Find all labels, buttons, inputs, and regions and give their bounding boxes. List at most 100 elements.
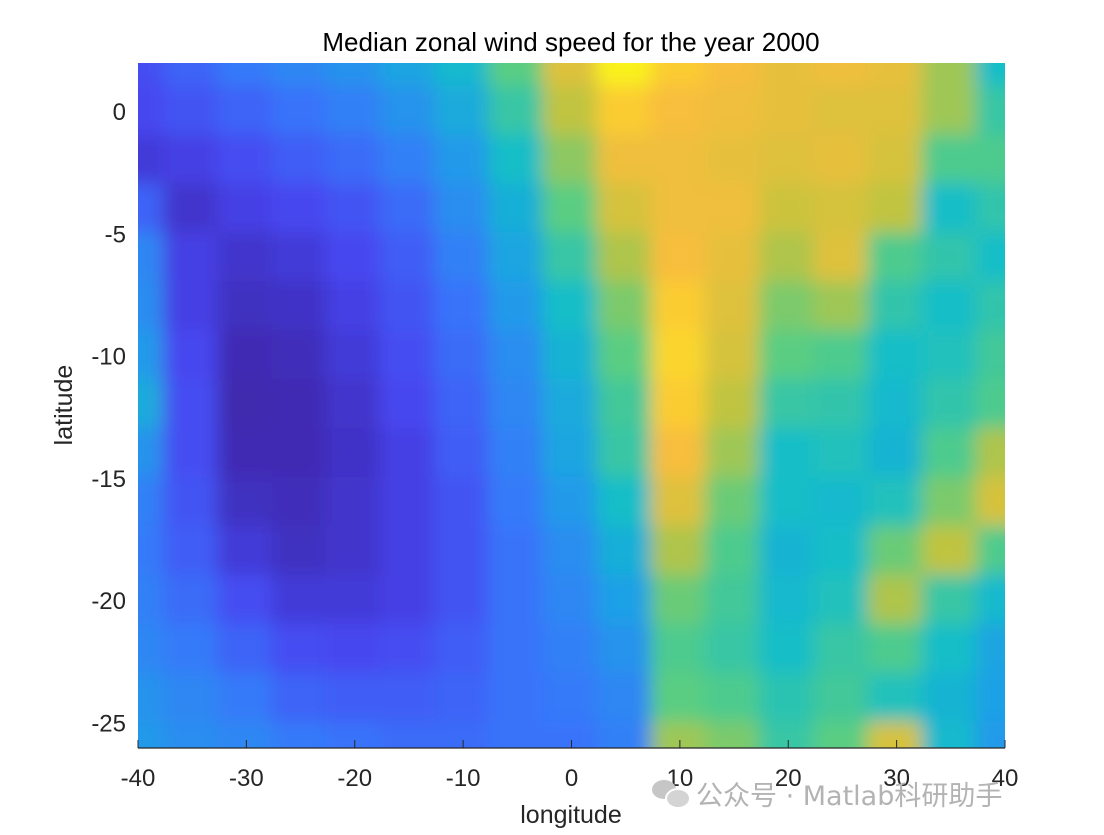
heatmap-cell	[138, 476, 168, 530]
heatmap-cell	[921, 672, 980, 726]
heatmap-cell	[434, 232, 493, 286]
heatmap-cell	[379, 672, 439, 726]
heatmap-cell	[975, 281, 1005, 335]
heatmap-cell	[163, 183, 222, 237]
heatmap-cell	[975, 672, 1005, 726]
heatmap-cell	[813, 623, 872, 677]
heatmap-cell	[650, 183, 709, 237]
heatmap-cell	[867, 281, 926, 335]
heatmap-cell	[650, 281, 709, 335]
heatmap-cell	[325, 330, 384, 384]
heatmap-cell	[704, 623, 764, 677]
wechat-icon	[652, 778, 691, 809]
heatmap-cell	[921, 574, 980, 628]
heatmap-cell	[488, 183, 547, 237]
heatmap-cell	[217, 330, 276, 384]
heatmap-cell	[434, 672, 493, 726]
heatmap-cell	[759, 623, 818, 677]
heatmap-cell	[542, 63, 601, 90]
heatmap-cell	[542, 330, 601, 384]
heatmap-cell	[217, 379, 276, 432]
heatmap-cell	[921, 525, 980, 579]
heatmap-cell	[596, 183, 655, 237]
y-axis-label: latitude	[50, 365, 78, 446]
heatmap-cell	[271, 623, 330, 677]
heatmap-cell	[704, 525, 764, 579]
heatmap-cell	[650, 623, 709, 677]
heatmap-cell	[217, 574, 276, 628]
heatmap-cell	[759, 232, 818, 286]
heatmap-cell	[867, 476, 926, 530]
heatmap-cell	[542, 574, 601, 628]
heatmap-cell	[434, 525, 493, 579]
heatmap-cell	[813, 427, 872, 481]
heatmap-cell	[163, 281, 222, 335]
heatmap-cell	[379, 721, 439, 748]
heatmap-cell	[704, 330, 764, 384]
heatmap-cell	[867, 85, 926, 139]
heatmap-cell	[759, 85, 818, 139]
heatmap-cell	[704, 574, 764, 628]
heatmap-cell	[379, 63, 439, 90]
heatmap-cell	[163, 721, 222, 748]
heatmap-cell	[867, 232, 926, 286]
heatmap-cell	[596, 623, 655, 677]
heatmap-cell	[921, 427, 980, 481]
heatmap-cell	[975, 476, 1005, 530]
heatmap-cell	[488, 330, 547, 384]
heatmap-cell	[975, 63, 1005, 90]
heatmap-cell	[921, 85, 980, 139]
heatmap-cell	[921, 623, 980, 677]
heatmap-cell	[975, 330, 1005, 384]
heatmap-cell	[379, 134, 439, 188]
heatmap-cell	[921, 232, 980, 286]
heatmap-cell	[975, 232, 1005, 286]
heatmap-cell	[704, 183, 764, 237]
heatmap-cell	[488, 281, 547, 335]
heatmap-cell	[975, 379, 1005, 432]
heatmap-cell	[759, 574, 818, 628]
x-tick-label: -20	[337, 765, 372, 792]
heatmap-cell	[759, 672, 818, 726]
heatmap-cell	[704, 721, 764, 748]
heatmap-cell	[138, 232, 168, 286]
heatmap-cell	[704, 427, 764, 481]
heatmap-cell	[217, 623, 276, 677]
heatmap-cell	[542, 281, 601, 335]
watermark-text: 公众号 · Matlab科研助手	[696, 780, 1003, 812]
heatmap-cell	[867, 330, 926, 384]
heatmap-cell	[325, 623, 384, 677]
heatmap-cell	[271, 134, 330, 188]
x-tick-label: 0	[565, 765, 578, 792]
heatmap-cell	[759, 525, 818, 579]
heatmap-cell	[217, 476, 276, 530]
heatmap-cell	[813, 379, 872, 432]
heatmap-cell	[163, 574, 222, 628]
heatmap-cell	[325, 574, 384, 628]
heatmap-cell	[488, 721, 547, 748]
x-tick-label: -40	[121, 765, 156, 792]
heatmap-cell	[271, 379, 330, 432]
heatmap-cell	[596, 134, 655, 188]
heatmap-cell	[921, 63, 980, 90]
heatmap-cell	[325, 525, 384, 579]
heatmap-cell	[542, 379, 601, 432]
heatmap-cell	[325, 183, 384, 237]
heatmap-cell	[813, 574, 872, 628]
heatmap-cell	[813, 672, 872, 726]
heatmap-cell	[759, 476, 818, 530]
heatmap-cell	[434, 63, 493, 90]
heatmap-cell	[596, 330, 655, 384]
heatmap-cell	[325, 476, 384, 530]
heatmap-cell	[434, 134, 493, 188]
heatmap-cell	[975, 525, 1005, 579]
heatmap-cell	[271, 427, 330, 481]
heatmap-cell	[975, 183, 1005, 237]
plot-area	[138, 63, 1005, 748]
heatmap-cell	[271, 183, 330, 237]
heatmap-cell	[138, 672, 168, 726]
x-tick-label: 30	[883, 765, 910, 792]
heatmap-cell	[379, 85, 439, 139]
heatmap-cell	[488, 232, 547, 286]
heatmap-cell	[759, 134, 818, 188]
